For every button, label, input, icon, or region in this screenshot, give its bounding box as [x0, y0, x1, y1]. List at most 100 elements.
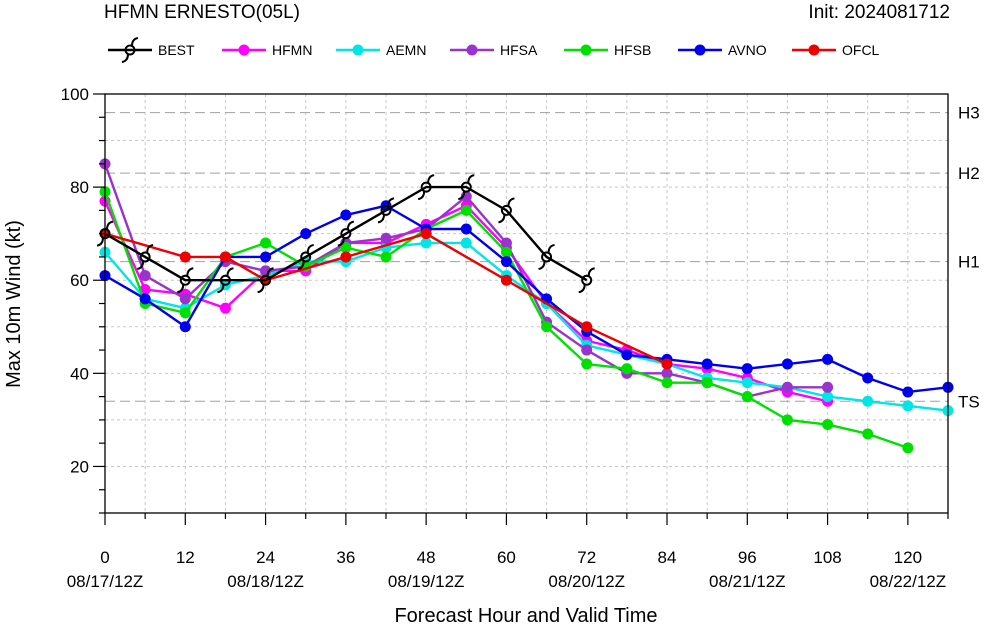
legend-marker-aemn	[352, 44, 364, 56]
series-point-hfsa	[380, 232, 392, 244]
threshold-lines: TS H1 H2 H3	[105, 104, 980, 411]
date-tick-label: 08/18/12Z	[227, 572, 304, 591]
series-point-avno	[621, 349, 633, 361]
series-point-best	[177, 267, 194, 294]
series-point-ofcl	[500, 274, 512, 286]
legend-item-avno: AVNO	[678, 42, 767, 58]
series-point-aemn	[460, 237, 472, 249]
series-point-avno	[862, 372, 874, 384]
x-tick-label: 12	[176, 548, 195, 567]
chart-title: HFMN ERNESTO(05L)	[104, 2, 300, 23]
y-tick-label: 20	[70, 457, 89, 476]
date-tick-label: 08/21/12Z	[709, 572, 786, 591]
y-tick-label: 60	[70, 271, 89, 290]
series-point-hfsb	[701, 377, 713, 389]
series-point-avno	[179, 321, 191, 333]
legend-label-hfsa: HFSA	[500, 42, 538, 58]
date-tick-label: 08/17/12Z	[67, 572, 144, 591]
series-point-hfsb	[661, 377, 673, 389]
series-point-hfsa	[581, 344, 593, 356]
series-point-ofcl	[219, 251, 231, 263]
series-point-best	[417, 174, 435, 201]
x-tick-label: 60	[497, 548, 516, 567]
legend-item-hfsa: HFSA	[450, 42, 538, 58]
series-point-aemn	[902, 400, 914, 412]
legend-label-ofcl: OFCL	[842, 42, 880, 58]
legend: BEST HFMN AEMN HFSA HFSB AVNO OFCL	[108, 37, 880, 63]
date-tick-label: 08/20/12Z	[548, 572, 625, 591]
x-tick-label: 48	[417, 548, 436, 567]
series-point-best	[257, 267, 274, 294]
date-tick-label: 08/22/12Z	[870, 572, 947, 591]
y-tick-label: 80	[70, 178, 89, 197]
series-point-avno	[340, 209, 352, 221]
series-point-aemn	[420, 237, 432, 249]
series-point-avno	[460, 223, 472, 235]
series-point-hfsa	[500, 237, 512, 249]
series-point-avno	[260, 251, 272, 263]
legend-marker-ofcl	[808, 44, 820, 56]
series-point-avno	[300, 228, 312, 240]
series-point-hfsb	[741, 391, 753, 403]
series-best	[96, 174, 595, 294]
series-point-hfsa	[179, 293, 191, 305]
x-tick-label: 96	[738, 548, 757, 567]
series-point-hfsb	[460, 204, 472, 216]
series-point-hfsb	[781, 414, 793, 426]
init-label: Init: 2024081712	[808, 2, 950, 23]
axes: 0 12 24 36 48 60 72 84 96 108 120 08/17/12Z 08/18/12…	[61, 85, 949, 591]
x-tick-label: 24	[256, 548, 275, 567]
legend-label-avno: AVNO	[728, 42, 767, 58]
threshold-label-h2: H2	[958, 164, 980, 183]
series-line-avno	[104, 204, 949, 394]
series-point-hfsb	[902, 442, 914, 454]
series-point-hfsa	[781, 381, 793, 393]
series-point-ofcl	[661, 358, 673, 370]
series-point-ofcl	[340, 251, 352, 263]
series-point-best	[458, 174, 475, 201]
series-point-aemn	[862, 395, 874, 407]
legend-item-hfsb: HFSB	[564, 42, 651, 58]
legend-item-aemn: AEMN	[336, 42, 426, 58]
date-tick-label: 08/19/12Z	[388, 572, 465, 591]
series-point-best	[217, 267, 234, 294]
series-point-hfsa	[139, 270, 151, 282]
series-point-avno	[741, 363, 753, 375]
series-point-ofcl	[420, 228, 432, 240]
series-point-hfsb	[500, 246, 512, 258]
threshold-label-h1: H1	[958, 253, 980, 272]
series-point-avno	[139, 293, 151, 305]
legend-label-aemn: AEMN	[386, 42, 426, 58]
series-point-best	[136, 243, 154, 270]
x-tick-label: 108	[813, 548, 841, 567]
series-avno	[99, 200, 954, 398]
threshold-label-h3: H3	[958, 104, 980, 123]
series-layer	[96, 158, 954, 454]
grid	[105, 94, 948, 513]
threshold-label-ts: TS	[958, 392, 980, 411]
series-point-avno	[822, 353, 834, 365]
series-point-avno	[902, 386, 914, 398]
legend-item-hfmn: HFMN	[222, 42, 312, 58]
series-point-best	[498, 197, 515, 224]
series-point-best	[578, 267, 595, 294]
series-point-ofcl	[581, 321, 593, 333]
series-point-hfsb	[862, 428, 874, 440]
series-point-avno	[781, 358, 793, 370]
x-tick-label: 72	[577, 548, 596, 567]
series-point-ofcl	[179, 251, 191, 263]
series-point-hfsb	[621, 363, 633, 375]
x-axis-label: Forecast Hour and Valid Time	[394, 605, 657, 624]
series-point-best	[297, 243, 314, 270]
series-point-best	[538, 243, 555, 270]
series-point-hfsb	[581, 358, 593, 370]
x-tick-label: 84	[658, 548, 677, 567]
series-point-hfsb	[260, 237, 272, 249]
series-point-avno	[701, 358, 713, 370]
series-point-avno	[500, 256, 512, 268]
y-tick-label: 100	[61, 85, 89, 104]
series-point-hfsb	[179, 307, 191, 319]
series-point-aemn	[822, 391, 834, 403]
series-point-hfmn	[219, 302, 231, 314]
